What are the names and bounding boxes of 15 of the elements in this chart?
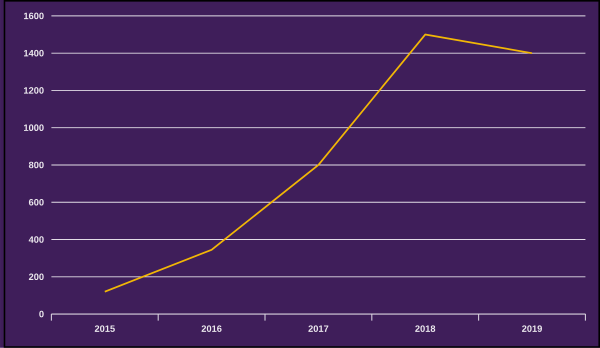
x-tick-label: 2015 <box>94 325 115 332</box>
y-tick-label: 1000 <box>24 124 44 132</box>
x-tick-label: 2018 <box>415 325 436 332</box>
x-tick-label: 2017 <box>308 325 328 332</box>
y-tick-label: 0 <box>39 310 44 318</box>
y-tick-label: 600 <box>28 199 44 206</box>
y-tick-label: 1200 <box>24 87 44 94</box>
y-tick-label: 800 <box>28 162 44 168</box>
line-series <box>104 34 533 293</box>
y-tick-label: 1600 <box>24 12 44 20</box>
x-tick-label: 2016 <box>202 325 222 332</box>
y-tick-label: 200 <box>28 274 44 280</box>
x-tick-label: 2019 <box>522 325 542 332</box>
y-tick-label: 1400 <box>24 50 44 57</box>
y-tick-label: 400 <box>28 236 44 243</box>
